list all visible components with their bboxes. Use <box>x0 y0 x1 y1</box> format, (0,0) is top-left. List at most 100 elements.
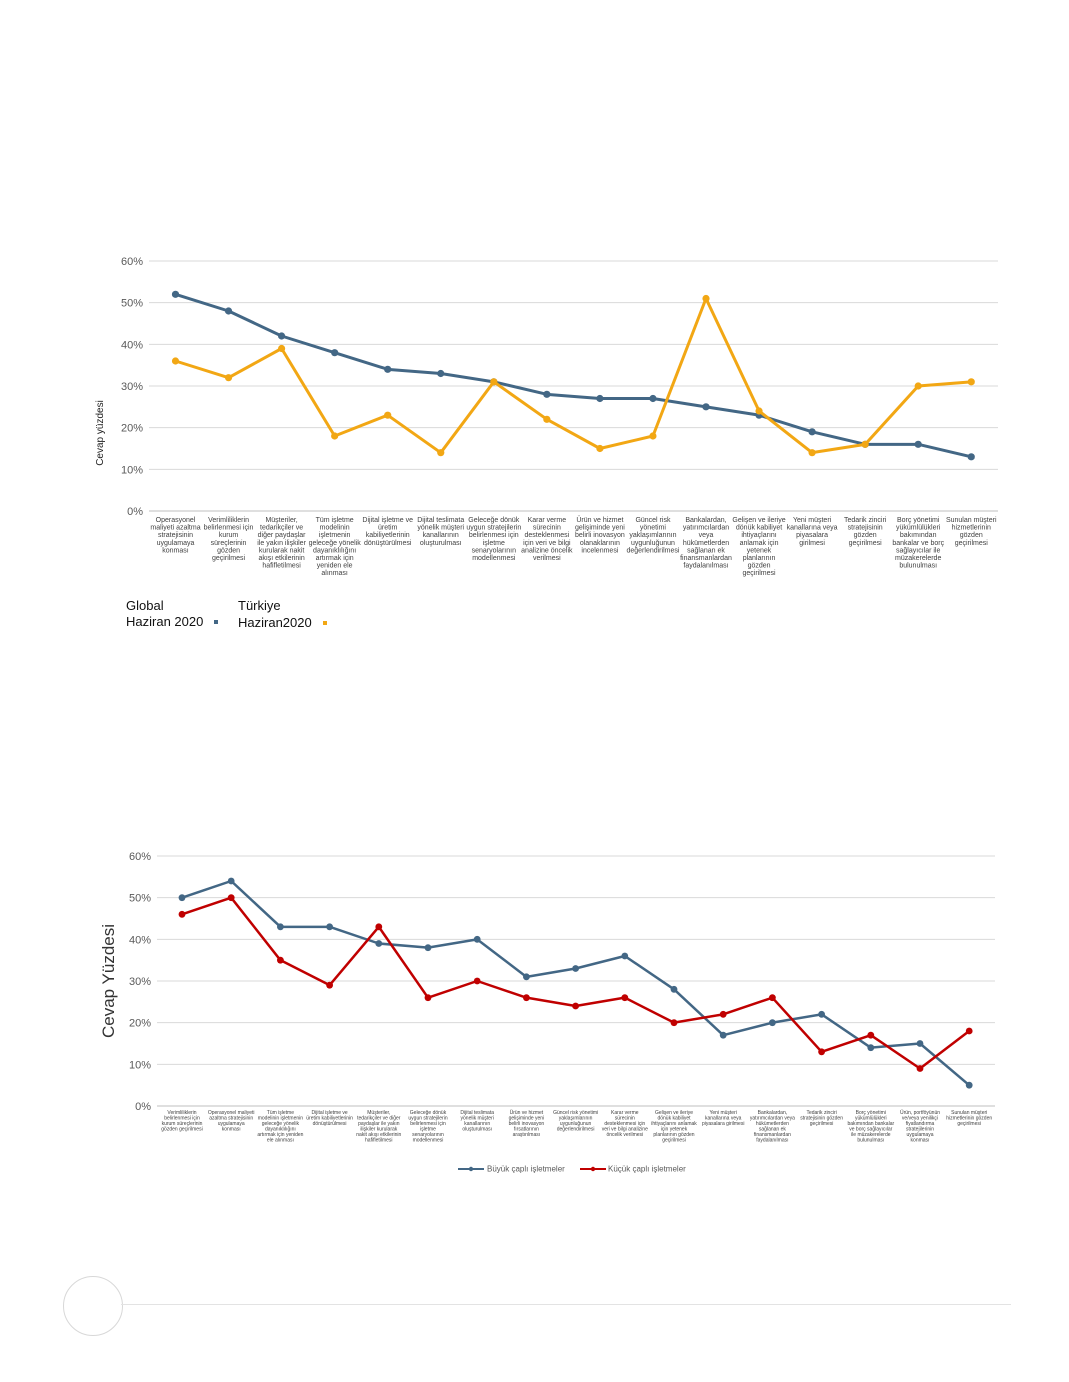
data-point-series-1 <box>572 965 579 972</box>
x-tick-label: Dijital teslimata yönelik müşteri kanallar… <box>417 517 464 547</box>
x-tick-label: Verimliliklerin belirlenmesi için kurum sür… <box>204 517 254 562</box>
chart-2-y-ticks: 0% 10% 20% 30% 40% 50% 60% <box>129 851 151 1113</box>
data-point-series-2 <box>621 994 629 1002</box>
chart-2-large-vs-small: 0% 10% 20% 30% 40% 50% 60% Cevap Yüzdesi Verim… <box>99 851 995 1174</box>
x-tick-label: Dijital teslimata yönelik müşteri kanallar… <box>460 1110 494 1133</box>
y-tick-label: 20% <box>129 1018 151 1030</box>
data-point-series-1 <box>965 1081 973 1089</box>
data-point-series-2 <box>572 1002 579 1010</box>
legend-large-marker <box>468 1166 474 1172</box>
y-tick-label: 30% <box>121 381 143 393</box>
data-point-series-2 <box>867 1031 875 1039</box>
x-tick-label: Ürün, portföyünün ve/veya yenilikçi fiyatl… <box>900 1109 940 1144</box>
y-tick-label: 60% <box>129 851 151 863</box>
x-tick-label: Bankalardan, yatırımcılardan veya hükümetl… <box>750 1110 795 1144</box>
data-point-series-2 <box>755 407 763 415</box>
data-point-series-2 <box>178 910 186 918</box>
x-tick-label: Tedarik zinciri stratejisinin gözden geçiri… <box>844 517 887 547</box>
data-point-series-2 <box>702 294 710 303</box>
data-point-series-2 <box>326 981 333 989</box>
x-tick-label: Gelişen ve ileriye dönük kabiliyet ihtiyaç… <box>732 517 785 577</box>
data-point-series-1 <box>702 403 710 411</box>
data-point-series-1 <box>621 952 629 960</box>
x-tick-label: Geleceğe dönük uygun stratejilerin belirle… <box>408 1110 447 1144</box>
data-point-series-2 <box>861 440 869 448</box>
x-tick-label: Geleceğe dönük uygun stratejilerin belirle… <box>466 517 521 562</box>
data-point-series-2 <box>543 415 551 423</box>
data-point-series-1 <box>326 923 333 931</box>
y-tick-label: 60% <box>121 256 143 268</box>
y-tick-label: 10% <box>121 464 143 476</box>
footer-divider <box>121 1304 1011 1305</box>
series-line-2 <box>181 896 970 1070</box>
data-point-series-2 <box>490 378 498 386</box>
legend-large-label: Büyük çaplı işletmeler <box>487 1165 565 1174</box>
data-point-series-2 <box>437 449 445 457</box>
data-point-series-2 <box>967 378 975 386</box>
chart-1-legend-global: Global Haziran 2020 <box>126 598 219 630</box>
legend-turkey-line1: Türkiye <box>238 598 281 613</box>
x-tick-label: Güncel risk yönetimi yaklaşımlarının uygunl… <box>626 517 679 554</box>
data-point-series-1 <box>178 894 186 902</box>
x-tick-label: Güncel risk yönetimi yaklaşımlarının uygun… <box>553 1110 598 1133</box>
data-point-series-1 <box>914 440 922 448</box>
chart-1-legend-turkey: Türkiye Haziran2020 <box>238 598 327 631</box>
series-line-1 <box>181 879 971 1087</box>
data-point-series-2 <box>473 977 481 985</box>
data-point-series-2 <box>914 382 922 390</box>
data-point-series-1 <box>818 1010 825 1018</box>
y-tick-label: 30% <box>129 976 151 988</box>
chart-1-y-axis-label: Cevap yüzdesi <box>95 400 106 466</box>
data-point-series-1 <box>424 944 432 952</box>
y-tick-label: 40% <box>121 339 143 351</box>
data-point-series-1 <box>543 390 551 398</box>
x-tick-label: Karar verme sürecinin desteklenmesi için ve… <box>521 517 573 562</box>
x-tick-label: Borç yönetimi yükümlülükleri bakımından ba… <box>847 1110 894 1144</box>
chart-2-y-axis-label: Cevap Yüzdesi <box>99 924 118 1038</box>
data-point-series-2 <box>808 449 816 457</box>
legend-global-line1: Global <box>126 598 164 613</box>
chart-2-gridlines <box>157 855 995 1107</box>
chart-1-turkey-vs-global: 0% 10% 20% 30% 40% 50% 60% Cevap yüzdesi Opera… <box>95 256 998 577</box>
legend-global-line2: Haziran 2020 <box>126 614 204 629</box>
data-point-series-1 <box>437 369 445 378</box>
y-tick-label: 20% <box>121 423 143 435</box>
y-tick-label: 40% <box>129 934 151 946</box>
data-point-series-2 <box>227 894 235 902</box>
data-point-series-2 <box>171 357 180 365</box>
x-tick-label: Bankalardan, yatırımcılardan veya hükümetle… <box>680 517 732 570</box>
x-tick-label: Müşteriler, tedarikçiler ve diğer paydaşla… <box>356 1110 401 1144</box>
x-tick-label: Tüm işletme modelinin işletmenin geleceğe y… <box>309 517 362 577</box>
x-tick-label: Ürün ve hizmet gelişiminde yeni belirli in… <box>575 516 625 554</box>
series-line-2 <box>175 297 972 455</box>
data-point-series-1 <box>719 1031 727 1039</box>
data-point-series-2 <box>965 1027 973 1035</box>
x-tick-label: Gelişen ve ileriye dönük kabiliyet ihtiyaç… <box>651 1110 697 1144</box>
x-tick-label: Tedarik zinciri stratejisinin gözden geçir… <box>800 1110 843 1127</box>
data-point-series-1 <box>523 973 530 981</box>
data-point-series-1 <box>227 877 235 885</box>
legend-turkey-marker <box>322 621 327 625</box>
data-point-series-1 <box>769 1019 776 1027</box>
x-tick-label: Ürün ve hizmet gelişiminde yeni belirli in… <box>509 1109 545 1138</box>
chart-2-category-labels: Verimliliklerin belirlenmesi için kurum sü… <box>161 1109 992 1144</box>
legend-small-label: Küçük çaplı işletmeler <box>608 1165 686 1174</box>
data-point-series-1 <box>670 985 678 993</box>
y-tick-label: 0% <box>127 506 143 518</box>
data-point-series-2 <box>278 344 286 353</box>
x-tick-label: Dijital işletme ve üretim kabiliyetlerini… <box>306 1110 353 1127</box>
x-tick-label: Borç yönetimi yükümlülükleri bakımından ban… <box>892 517 944 570</box>
data-point-series-1 <box>808 428 816 436</box>
data-point-series-1 <box>224 307 233 315</box>
x-tick-label: Müşteriler, tedarikçiler ve diğer paydaşla… <box>257 517 306 570</box>
data-point-series-1 <box>867 1044 875 1052</box>
x-tick-label: Verimliliklerin belirlenmesi için kurum sü… <box>161 1110 202 1133</box>
x-tick-label: Operasyonel maliyeti azaltma stratejisinin… <box>150 517 200 554</box>
legend-global-marker <box>214 620 219 624</box>
data-point-series-2 <box>277 956 284 964</box>
y-tick-label: 0% <box>135 1101 151 1113</box>
data-point-series-1 <box>967 453 975 461</box>
data-point-series-1 <box>384 365 392 373</box>
data-point-series-2 <box>769 994 776 1002</box>
chart-2-legend: Büyük çaplı işletmeler Küçük çaplı işlet… <box>458 1165 686 1174</box>
